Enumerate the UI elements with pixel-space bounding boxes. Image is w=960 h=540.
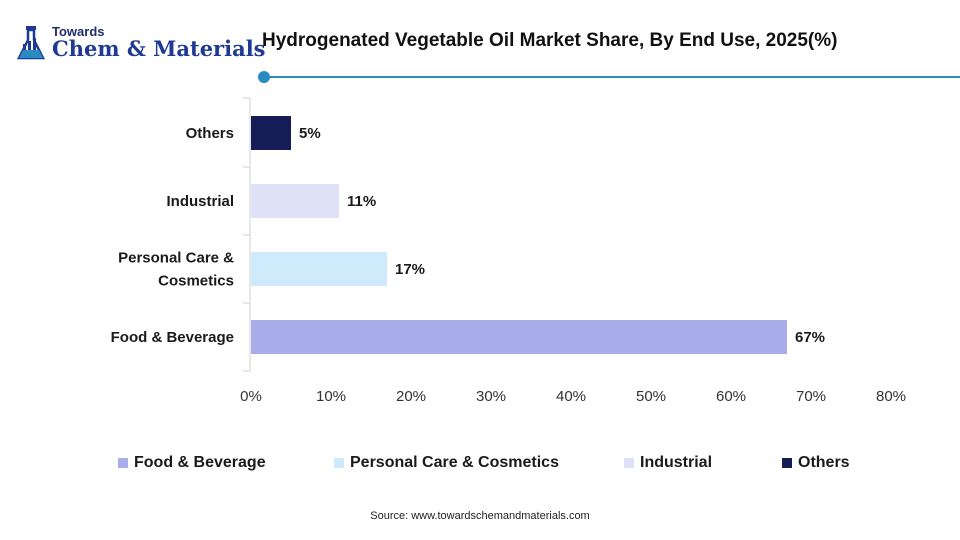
legend-swatch bbox=[334, 458, 344, 468]
legend-swatch bbox=[118, 458, 128, 468]
x-tick-label: 50% bbox=[636, 388, 666, 405]
category-label-line: Food & Beverage bbox=[111, 329, 234, 346]
x-tick-label: 60% bbox=[716, 388, 746, 405]
chart-legend: Food & Beverage Personal Care & Cosmetics… bbox=[0, 454, 960, 474]
x-tick-label: 0% bbox=[240, 388, 262, 405]
legend-swatch bbox=[782, 458, 792, 468]
logo-brand-text: Chem & Materials bbox=[52, 36, 266, 61]
category-label-line: Others bbox=[186, 125, 234, 142]
category-label: Food & Beverage bbox=[111, 329, 234, 346]
data-label: 17% bbox=[395, 261, 425, 278]
legend-item: Personal Care & Cosmetics bbox=[334, 454, 559, 472]
bar-others bbox=[251, 116, 291, 150]
category-label-line: Industrial bbox=[166, 193, 234, 210]
legend-label: Industrial bbox=[640, 454, 713, 471]
legend-label: Personal Care & Cosmetics bbox=[350, 454, 559, 471]
legend-item: Others bbox=[782, 454, 850, 472]
category-label: Personal Care & Cosmetics bbox=[118, 250, 234, 290]
legend-label: Others bbox=[798, 454, 850, 471]
bar-industrial bbox=[251, 184, 339, 218]
data-label: 67% bbox=[795, 329, 825, 346]
data-label: 11% bbox=[347, 193, 376, 210]
logo-towards-text: Towards bbox=[52, 24, 105, 39]
bar-chart: 5% Others 11% Industrial 17% Personal Care & C… bbox=[111, 97, 906, 405]
category-label-line: Personal Care & bbox=[118, 250, 234, 267]
data-label: 5% bbox=[299, 125, 321, 142]
bar-food-beverage bbox=[251, 320, 787, 354]
x-tick-label: 80% bbox=[876, 388, 906, 405]
title-rule bbox=[264, 76, 960, 78]
brand-logo: Towards Chem & Materials bbox=[16, 22, 266, 66]
legend-item: Industrial bbox=[624, 454, 712, 472]
x-tick-label: 70% bbox=[796, 388, 826, 405]
legend-item: Food & Beverage bbox=[118, 454, 266, 472]
x-tick-label: 30% bbox=[476, 388, 506, 405]
source-note: Source: www.towardschemandmaterials.com bbox=[370, 510, 590, 522]
bar-personal-care-cosmetics bbox=[251, 252, 387, 286]
flask-icon bbox=[16, 26, 46, 60]
category-label: Others bbox=[186, 125, 234, 142]
legend-swatch bbox=[624, 458, 634, 468]
category-label-line: Cosmetics bbox=[158, 273, 234, 290]
x-tick-label: 20% bbox=[396, 388, 426, 405]
chart-title: Hydrogenated Vegetable Oil Market Share,… bbox=[262, 30, 838, 51]
x-tick-label: 40% bbox=[556, 388, 586, 405]
category-label: Industrial bbox=[166, 193, 234, 210]
x-tick-label: 10% bbox=[316, 388, 346, 405]
legend-label: Food & Beverage bbox=[134, 454, 266, 471]
